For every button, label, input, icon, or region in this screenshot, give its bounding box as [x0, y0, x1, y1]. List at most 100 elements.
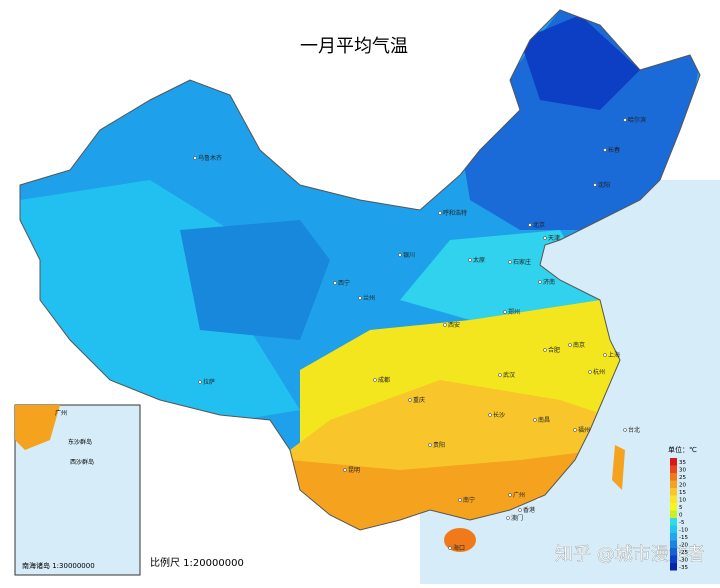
city-label: 银川 [403, 251, 415, 259]
city-label: 广州 [513, 491, 525, 499]
city-dot [538, 280, 542, 284]
city-dot [508, 260, 512, 264]
city-dot [573, 428, 577, 432]
legend-label: 0 [679, 513, 683, 519]
legend-swatch [670, 480, 677, 488]
legend-label: 30 [679, 468, 686, 474]
city-label: 拉萨 [203, 378, 215, 386]
city-dot [343, 468, 347, 472]
legend-swatch [670, 518, 677, 526]
city-label: 兰州 [363, 294, 375, 302]
city-dot [528, 223, 532, 227]
legend-label: 10 [679, 498, 686, 504]
city-dot [568, 343, 572, 347]
city-dot [358, 296, 362, 300]
city-dot [518, 508, 522, 512]
city-dot [603, 353, 607, 357]
city-dot [443, 323, 447, 327]
city-label: 合肥 [548, 346, 560, 354]
legend-label: 5 [679, 505, 683, 511]
city-label: 杭州 [593, 368, 605, 376]
city-label: 呼和浩特 [443, 209, 467, 217]
city-label: 哈尔滨 [628, 116, 646, 124]
legend-label: 15 [679, 490, 686, 496]
legend-swatch [670, 533, 677, 541]
city-label: 南宁 [463, 496, 475, 504]
legend-swatch [670, 563, 677, 571]
city-label: 香港 [523, 506, 535, 514]
city-label: 济南 [543, 278, 555, 286]
city-label: 成都 [378, 376, 390, 384]
city-label: 上海 [608, 351, 620, 359]
city-label: 北京 [533, 221, 545, 229]
city-dot [198, 380, 202, 384]
scale: 比例尺 1:20000000 [150, 556, 244, 569]
legend-swatch [670, 465, 677, 473]
legend-swatch [670, 548, 677, 556]
city-label: 贵阳 [433, 441, 445, 449]
city-label: 西安 [448, 321, 460, 329]
city-label: 太原 [473, 256, 485, 264]
inset-title: 南海诸岛 1:30000000 [22, 561, 95, 570]
inset-label: 广州 [55, 409, 67, 417]
city-dot [593, 183, 597, 187]
city-dot [193, 156, 197, 160]
city-label: 海口 [453, 544, 465, 552]
legend-label: -5 [679, 520, 685, 526]
city-dot [533, 418, 537, 422]
legend-swatch [670, 495, 677, 503]
city-label: 澳门 [511, 514, 523, 522]
city-dot [333, 281, 337, 285]
city-dot [623, 428, 627, 432]
city-dot [408, 398, 412, 402]
city-label: 武汉 [503, 371, 515, 379]
city-label: 长沙 [493, 411, 505, 419]
watermark: 知乎 @城市漫游者 [555, 544, 705, 565]
legend-swatch [670, 525, 677, 533]
city-label: 重庆 [413, 396, 425, 404]
city-dot [506, 516, 510, 520]
legend-swatch [670, 473, 677, 481]
city-dot [468, 258, 472, 262]
city-label: 乌鲁木齐 [198, 154, 222, 162]
legend-unit: 单位：℃ [668, 445, 697, 454]
inset-label: 西沙群岛 [70, 458, 94, 466]
city-label: 昆明 [348, 467, 360, 474]
city-dot [498, 373, 502, 377]
city-label: 福州 [578, 426, 590, 434]
city-label: 郑州 [508, 308, 520, 316]
legend-label: 20 [679, 483, 686, 489]
legend-swatch [670, 488, 677, 496]
zone [520, 15, 640, 110]
legend-label: -25 [679, 550, 688, 556]
city-label: 天津 [548, 235, 560, 242]
inset-label: 东沙群岛 [68, 438, 92, 446]
border [19, 9, 701, 531]
city-dot [503, 310, 507, 314]
legend-label: 25 [679, 475, 686, 481]
city-dot [588, 370, 592, 374]
legend-label: -35 [679, 565, 688, 571]
legend-swatch [670, 555, 677, 563]
city-label: 石家庄 [513, 258, 531, 266]
legend-swatch [670, 540, 677, 548]
city-label: 台北 [628, 426, 640, 434]
legend-label: -20 [679, 543, 688, 549]
city-dot [623, 118, 627, 122]
city-label: 长春 [608, 146, 620, 154]
city-label: 南昌 [538, 416, 550, 424]
city-label: 西宁 [338, 279, 350, 287]
hainan [444, 528, 476, 552]
city-dot [508, 493, 512, 497]
city-dot [543, 236, 547, 240]
legend-swatch [670, 510, 677, 518]
taiwan [612, 445, 625, 490]
legend-swatch [670, 458, 677, 466]
city-dot [428, 443, 432, 447]
legend-label: -30 [679, 558, 688, 564]
legend-swatch [670, 503, 677, 511]
legend-label: -10 [679, 528, 688, 534]
zone [180, 220, 330, 340]
city-label: 沈阳 [598, 181, 610, 189]
